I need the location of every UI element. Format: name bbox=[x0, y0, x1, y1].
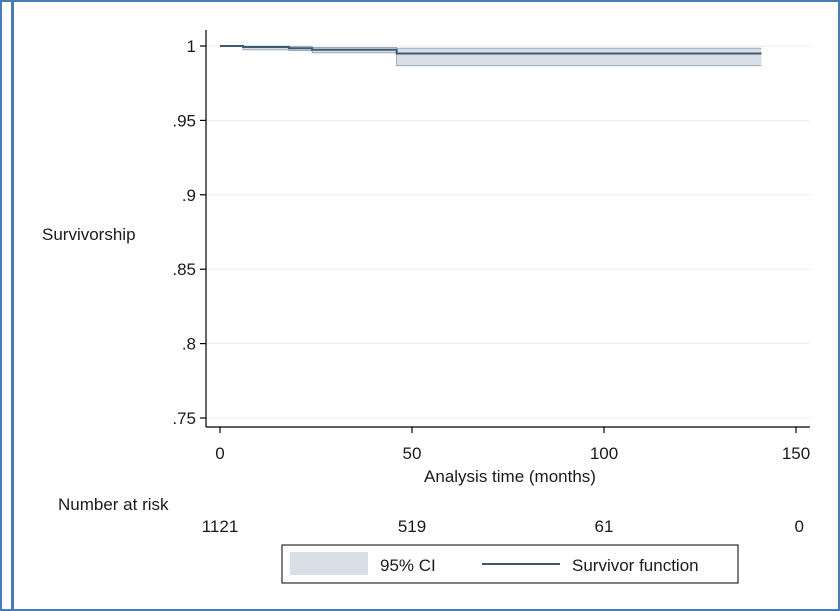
y-tick-label: .9 bbox=[182, 186, 196, 205]
x-tick-label: 100 bbox=[590, 444, 618, 463]
left-accent-border bbox=[11, 1, 14, 610]
y-tick-label: .8 bbox=[182, 335, 196, 354]
y-tick-label: 1 bbox=[187, 37, 196, 56]
y-tick-label: .95 bbox=[172, 111, 196, 130]
survivor-function-line bbox=[220, 45, 762, 55]
legend-survivor-label: Survivor function bbox=[572, 556, 699, 575]
x-tick-label: 150 bbox=[782, 444, 810, 463]
legend-ci-label: 95% CI bbox=[380, 556, 436, 575]
risk-table: 1121 519 61 0 bbox=[202, 517, 804, 536]
ci-band-area bbox=[220, 46, 762, 66]
grid-lines bbox=[206, 45, 810, 419]
legend-ci-swatch bbox=[290, 552, 368, 575]
x-tick-label: 0 bbox=[215, 444, 224, 463]
y-ticks: .75 .8 .85 .9 .95 1 bbox=[172, 37, 206, 428]
risk-count: 61 bbox=[595, 517, 614, 536]
risk-count: 1121 bbox=[202, 517, 239, 536]
risk-table-label: Number at risk bbox=[58, 495, 169, 514]
y-tick-label: .85 bbox=[172, 260, 196, 279]
legend: 95% CI Survivor function bbox=[281, 544, 739, 584]
risk-count: 519 bbox=[398, 517, 426, 536]
x-tick-label: 50 bbox=[403, 444, 422, 463]
risk-count: 0 bbox=[795, 517, 804, 536]
y-axis-label: Survivorship bbox=[42, 225, 136, 244]
survivor-line bbox=[220, 45, 762, 55]
y-tick-label: .75 bbox=[172, 409, 196, 428]
x-ticks: 0 50 100 150 bbox=[215, 427, 810, 463]
x-axis-label: Analysis time (months) bbox=[424, 467, 596, 486]
